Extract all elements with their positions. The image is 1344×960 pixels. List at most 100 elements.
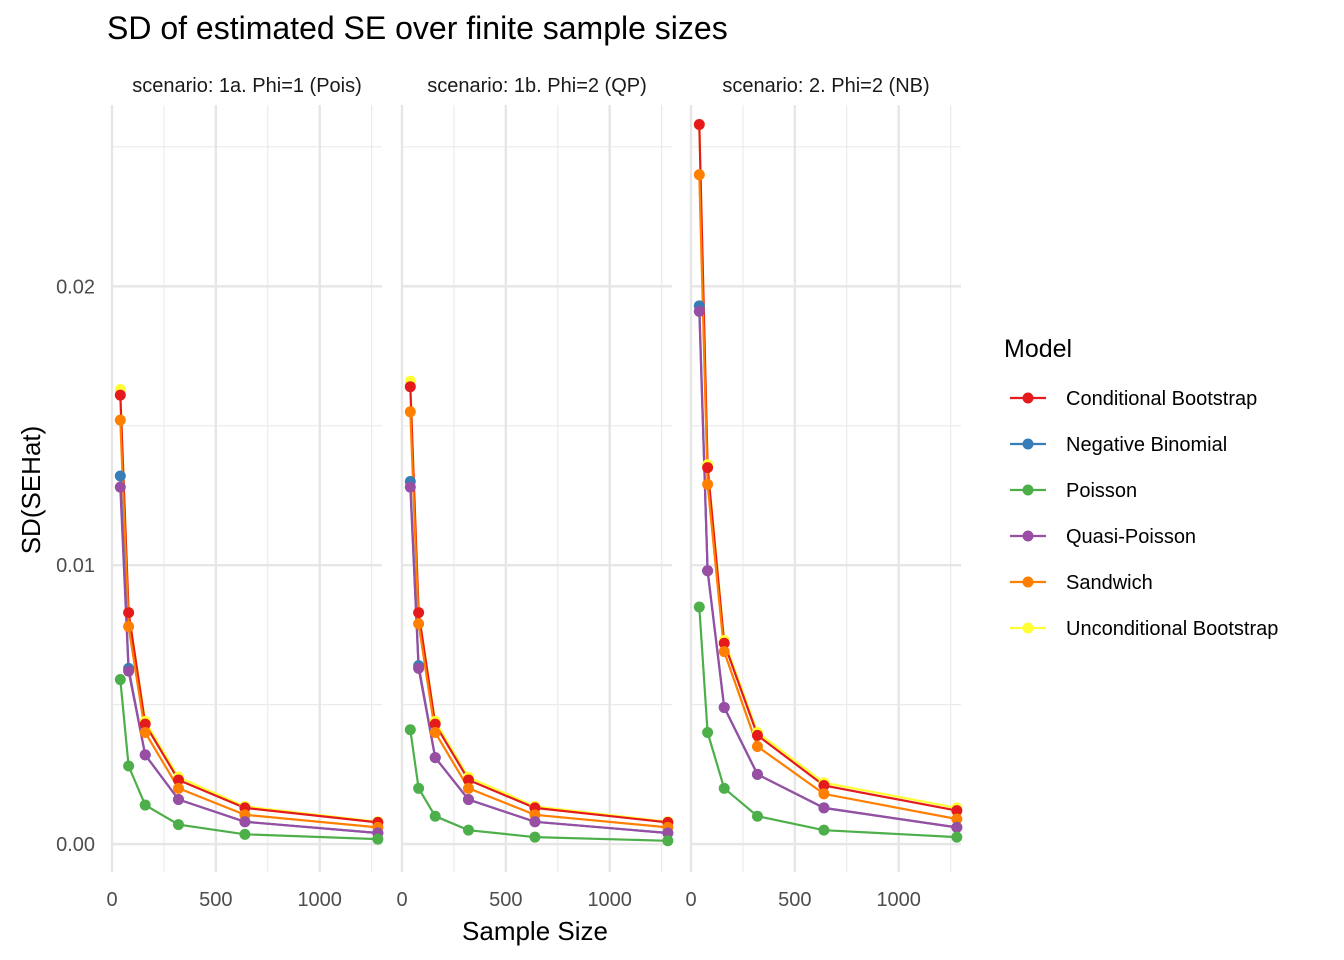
legend: Model Conditional Bootstrap Negative Bino… xyxy=(1004,335,1278,640)
data-point xyxy=(693,601,705,613)
data-point xyxy=(404,381,416,393)
data-point xyxy=(114,389,126,401)
data-point xyxy=(951,805,963,817)
legend-item: Quasi-Poisson xyxy=(1010,526,1196,548)
data-point xyxy=(123,665,135,677)
x-tick-label: 1000 xyxy=(587,889,632,911)
series-line xyxy=(119,475,378,835)
legend-marker xyxy=(1022,622,1034,634)
facet-strip-label: scenario: 1a. Phi=1 (Pois) xyxy=(132,75,362,97)
data-point xyxy=(462,793,474,805)
series-line xyxy=(119,420,378,829)
facet-panels: 0 500 1000 scenario: 1a. Phi=1 (Pois) 0 500 10… xyxy=(106,75,963,911)
legend-marker xyxy=(1022,484,1034,496)
legend-label: Quasi-Poisson xyxy=(1066,526,1196,548)
data-point xyxy=(818,824,830,836)
data-point xyxy=(114,414,126,426)
legend-label: Negative Binomial xyxy=(1066,434,1227,456)
data-point xyxy=(404,406,416,418)
legend-item: Conditional Bootstrap xyxy=(1010,388,1257,410)
legend-marker xyxy=(1022,530,1034,542)
legend-item: Unconditional Bootstrap xyxy=(1010,618,1278,640)
data-point xyxy=(718,701,730,713)
data-point xyxy=(751,768,763,780)
x-tick-label: 500 xyxy=(778,889,811,911)
data-point xyxy=(114,481,126,493)
series-line xyxy=(698,174,958,821)
series-line xyxy=(698,311,957,829)
data-point xyxy=(818,788,830,800)
chart-title: SD of estimated SE over finite sample si… xyxy=(107,10,728,46)
legend-marker xyxy=(1022,438,1034,450)
data-point xyxy=(413,618,425,630)
x-tick-label: 500 xyxy=(489,889,522,911)
data-point xyxy=(693,305,705,317)
data-point xyxy=(404,481,416,493)
data-point xyxy=(693,119,705,131)
y-axis: 0.00 0.01 0.02 xyxy=(56,276,95,856)
legend-item: Poisson xyxy=(1010,480,1137,502)
data-point xyxy=(114,674,126,686)
facet-panel: 0 500 1000 scenario: 1a. Phi=1 (Pois) xyxy=(106,75,384,911)
facet-panel: 0 500 1000 scenario: 1b. Phi=2 (QP) xyxy=(396,75,674,911)
data-point xyxy=(123,621,135,633)
data-point xyxy=(718,646,730,658)
data-point xyxy=(172,793,184,805)
series-line xyxy=(698,606,957,839)
data-point xyxy=(404,724,416,736)
x-tick-label: 0 xyxy=(106,889,117,911)
data-point xyxy=(413,607,425,619)
data-point xyxy=(718,637,730,649)
facet-strip-label: scenario: 2. Phi=2 (NB) xyxy=(722,75,929,97)
data-point xyxy=(818,780,830,792)
series-line xyxy=(409,729,668,842)
data-point xyxy=(462,824,474,836)
data-point xyxy=(429,718,441,730)
data-point xyxy=(429,810,441,822)
y-axis-label: SD(SEHat) xyxy=(16,426,46,555)
data-point xyxy=(702,727,714,739)
data-point xyxy=(123,760,135,772)
y-tick-label: 0.02 xyxy=(56,276,95,298)
y-tick-label: 0.01 xyxy=(56,555,95,577)
data-point xyxy=(239,816,251,828)
x-tick-label: 0 xyxy=(685,889,696,911)
legend-item: Negative Binomial xyxy=(1010,434,1227,456)
data-point xyxy=(693,169,705,181)
y-tick-label: 0.00 xyxy=(56,834,95,856)
series-line xyxy=(409,411,668,829)
data-point xyxy=(462,774,474,786)
data-point xyxy=(172,774,184,786)
facet-panel: 0 500 1000 scenario: 2. Phi=2 (NB) xyxy=(685,75,963,911)
data-point xyxy=(139,749,151,761)
data-point xyxy=(702,462,714,474)
legend-item: Sandwich xyxy=(1010,572,1153,594)
data-point xyxy=(123,607,135,619)
data-point xyxy=(139,718,151,730)
data-point xyxy=(429,752,441,764)
legend-label: Unconditional Bootstrap xyxy=(1066,618,1278,640)
data-point xyxy=(529,831,541,843)
series-line xyxy=(119,679,378,841)
series-line xyxy=(119,487,378,835)
data-point xyxy=(429,727,441,739)
data-point xyxy=(718,782,730,794)
data-point xyxy=(951,831,963,843)
data-point xyxy=(751,740,763,752)
data-point xyxy=(951,813,963,825)
data-point xyxy=(751,810,763,822)
data-point xyxy=(702,565,714,577)
data-point xyxy=(662,827,674,839)
data-point xyxy=(172,782,184,794)
series-line xyxy=(409,487,668,835)
data-point xyxy=(413,662,425,674)
legend-marker xyxy=(1022,576,1034,588)
legend-label: Conditional Bootstrap xyxy=(1066,388,1257,410)
series-line xyxy=(119,395,378,824)
series-line xyxy=(698,124,958,812)
legend-title: Model xyxy=(1004,335,1072,363)
x-tick-label: 0 xyxy=(396,889,407,911)
data-point xyxy=(462,782,474,794)
data-point xyxy=(139,799,151,811)
data-point xyxy=(139,727,151,739)
